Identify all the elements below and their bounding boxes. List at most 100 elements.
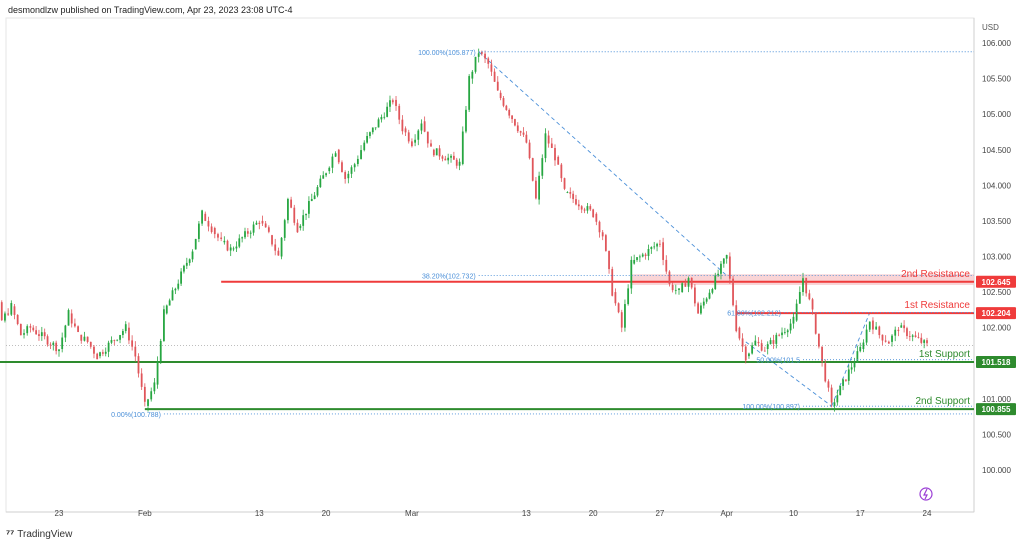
candle-body — [337, 149, 340, 163]
candle-body — [401, 119, 404, 132]
candle-body — [865, 329, 868, 343]
candle-body — [444, 158, 447, 161]
candle-body — [226, 240, 229, 251]
candle-body — [19, 323, 22, 336]
candle-body — [371, 127, 374, 133]
candle-body — [122, 331, 124, 336]
candle-body — [627, 288, 630, 305]
candle-body — [839, 385, 842, 396]
candle-body — [671, 284, 674, 291]
candle-body — [369, 132, 371, 136]
candle-body — [168, 300, 171, 306]
candle-body — [438, 148, 441, 157]
y-tick-label: 101.000 — [982, 395, 1011, 404]
candle-body — [430, 143, 432, 147]
candle-body — [261, 220, 264, 224]
x-tick-label: Mar — [405, 509, 419, 518]
candle-body — [544, 133, 547, 159]
candle-body — [423, 121, 426, 132]
candle-body — [541, 158, 544, 176]
candle-body — [887, 341, 890, 344]
candle-body — [684, 283, 687, 287]
candle-body — [720, 263, 722, 274]
level-annotations: 2nd Resistance 1st Resistance 1st Support 2… — [901, 269, 970, 407]
candle-body — [341, 162, 343, 173]
candle-body — [447, 157, 450, 161]
candle-body — [280, 237, 283, 257]
candle-body — [528, 142, 531, 159]
candle-body — [35, 330, 38, 335]
price-tag-label: 101.518 — [982, 358, 1011, 367]
candle-body — [183, 265, 185, 272]
y-tick-label: 100.500 — [982, 430, 1011, 439]
candle-body — [665, 259, 668, 272]
candle-body — [577, 204, 580, 207]
candle-body — [386, 106, 389, 117]
y-tick-label: 104.000 — [982, 181, 1011, 190]
candle-body — [322, 175, 325, 179]
candle-body — [49, 344, 52, 346]
candle-body — [185, 262, 188, 266]
candle-body — [595, 213, 598, 222]
candle-body — [377, 119, 380, 128]
candle-body — [630, 259, 633, 289]
candle-body — [287, 198, 289, 221]
candle-body — [450, 155, 452, 158]
candle-body — [522, 132, 525, 135]
candle-body — [653, 246, 656, 248]
candle-body — [274, 244, 277, 251]
candle-body — [350, 167, 353, 174]
candle-body — [881, 334, 884, 341]
candle-body — [23, 333, 25, 335]
candle-body — [356, 158, 359, 164]
candle-body — [586, 206, 589, 211]
candle-body — [714, 275, 717, 290]
candle-body — [693, 287, 696, 304]
candle-body — [177, 283, 180, 289]
candle-body — [156, 361, 159, 385]
candle-body — [923, 340, 926, 343]
candle-body — [617, 303, 620, 313]
candle-body — [554, 147, 556, 161]
candle-body — [805, 277, 808, 294]
candle-body — [760, 343, 763, 351]
candle-body — [850, 367, 853, 370]
candle-body — [477, 53, 480, 57]
x-tick-label: 23 — [55, 509, 64, 518]
alert-icon[interactable] — [919, 487, 933, 501]
candle-body — [711, 289, 714, 293]
candle-body — [633, 259, 636, 264]
fib-level-label: 50.00%(101.5 — [756, 358, 800, 365]
candle-body — [52, 342, 55, 346]
candle-body — [194, 238, 197, 250]
candle-body — [417, 130, 420, 140]
candle-body — [223, 240, 226, 243]
candle-body — [235, 246, 238, 249]
candle-body — [328, 167, 331, 172]
candle-body — [104, 351, 107, 354]
time-axis: 23 Feb 13 20 Mar 13 20 27 Apr 10 17 24 — [55, 509, 932, 518]
candle-body — [493, 71, 496, 82]
candle-body — [741, 338, 744, 347]
candle-body — [191, 251, 194, 260]
candle-body — [575, 199, 577, 205]
candle-body — [471, 71, 474, 79]
plot-area — [5, 17, 975, 513]
candle-body — [10, 303, 13, 315]
candle-body — [484, 53, 486, 59]
candle-body — [119, 335, 121, 340]
candle-body — [662, 242, 665, 260]
candle-body — [516, 125, 519, 132]
candle-body — [650, 247, 653, 250]
candle-body — [775, 334, 778, 344]
candle-body — [728, 256, 731, 279]
y-tick-label: 106.000 — [982, 39, 1011, 48]
candle-body — [824, 363, 827, 382]
candle-body — [926, 340, 928, 344]
candles — [0, 48, 928, 412]
candle-body — [601, 232, 604, 237]
candle-body — [757, 341, 760, 344]
x-tick-label: 27 — [655, 509, 664, 518]
candle-body — [751, 345, 754, 354]
